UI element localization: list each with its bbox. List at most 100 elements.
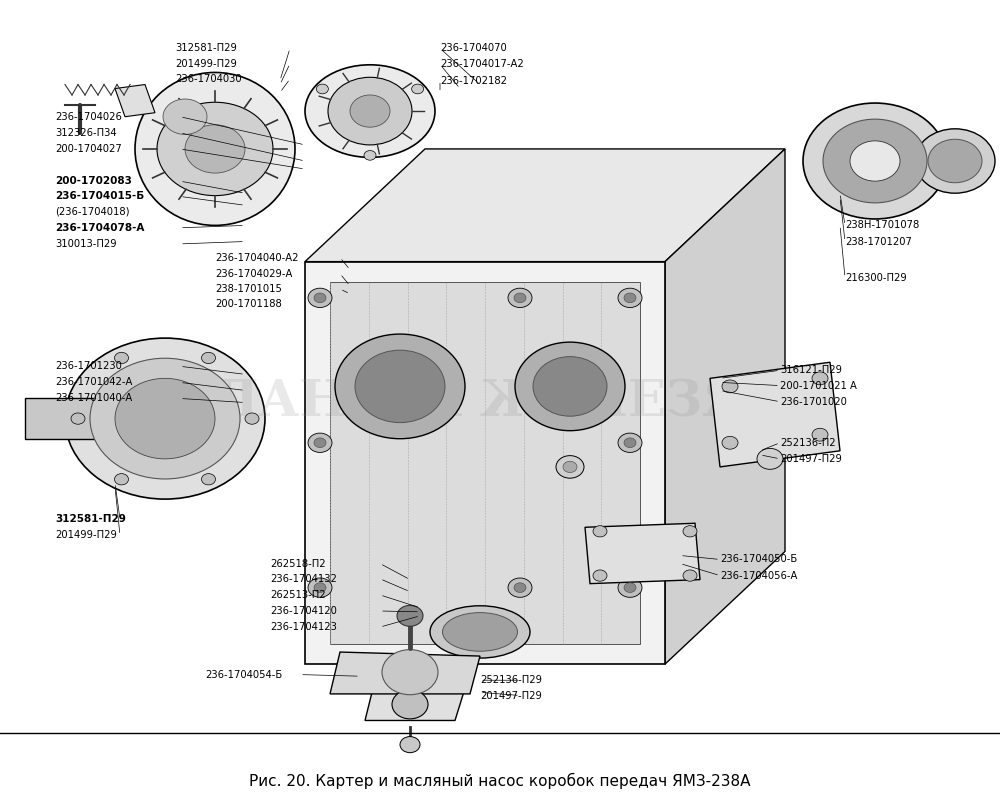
Ellipse shape: [135, 72, 295, 225]
Text: 236-1704070: 236-1704070: [440, 43, 507, 53]
Text: 201497-П29: 201497-П29: [480, 691, 542, 700]
Text: 200-1701021 А: 200-1701021 А: [780, 381, 857, 390]
Circle shape: [335, 334, 465, 439]
Polygon shape: [365, 680, 465, 720]
Circle shape: [928, 139, 982, 183]
Text: 312581-П29: 312581-П29: [175, 43, 237, 53]
Circle shape: [90, 358, 240, 479]
Polygon shape: [305, 149, 785, 262]
Circle shape: [163, 99, 207, 134]
Text: 201497-П29: 201497-П29: [780, 454, 842, 464]
Text: 236-1704056-А: 236-1704056-А: [720, 571, 797, 580]
Text: 200-1701188: 200-1701188: [215, 299, 282, 309]
Circle shape: [364, 151, 376, 160]
Text: 236-1704040-А2: 236-1704040-А2: [215, 253, 298, 262]
Text: 236-1704078-А: 236-1704078-А: [55, 223, 144, 233]
Circle shape: [722, 380, 738, 393]
Circle shape: [115, 378, 215, 459]
Polygon shape: [665, 149, 785, 664]
Text: 238-1701015: 238-1701015: [215, 284, 282, 294]
Text: 238-1701207: 238-1701207: [845, 237, 912, 246]
Text: 236-1704132: 236-1704132: [270, 574, 337, 584]
Text: 310013-П29: 310013-П29: [55, 239, 117, 249]
Text: 236-1701040-А: 236-1701040-А: [55, 394, 132, 403]
Circle shape: [624, 583, 636, 592]
Circle shape: [202, 353, 216, 364]
Circle shape: [328, 77, 412, 145]
Polygon shape: [330, 282, 640, 644]
Circle shape: [593, 570, 607, 581]
Circle shape: [624, 293, 636, 303]
Text: (236-1704018): (236-1704018): [55, 207, 130, 217]
Text: 236-1704050-Б: 236-1704050-Б: [720, 555, 797, 564]
Circle shape: [618, 578, 642, 597]
Text: 236-1702182: 236-1702182: [440, 76, 507, 85]
Circle shape: [185, 125, 245, 173]
Ellipse shape: [305, 65, 435, 158]
Text: 312326-П34: 312326-П34: [55, 128, 117, 138]
Text: ПЛАНЕТА ЖЕЛЕЗЯКА: ПЛАНЕТА ЖЕЛЕЗЯКА: [167, 378, 833, 427]
Text: 252136-П2: 252136-П2: [780, 438, 836, 448]
Circle shape: [556, 456, 584, 478]
Circle shape: [757, 448, 783, 469]
Text: 312581-П29: 312581-П29: [55, 514, 126, 524]
Polygon shape: [585, 523, 700, 584]
Circle shape: [202, 473, 216, 485]
Circle shape: [316, 85, 328, 94]
Ellipse shape: [442, 613, 518, 651]
Polygon shape: [305, 262, 665, 664]
Circle shape: [823, 119, 927, 203]
Text: 236-1704017-А2: 236-1704017-А2: [440, 60, 524, 69]
Circle shape: [65, 338, 265, 499]
Ellipse shape: [430, 606, 530, 658]
Circle shape: [514, 293, 526, 303]
Circle shape: [114, 473, 128, 485]
Circle shape: [508, 578, 532, 597]
Circle shape: [314, 583, 326, 592]
Circle shape: [350, 95, 390, 127]
Circle shape: [115, 353, 129, 364]
Circle shape: [515, 342, 625, 431]
Circle shape: [157, 102, 273, 196]
Polygon shape: [330, 652, 480, 694]
Circle shape: [812, 428, 828, 441]
Text: 216300-П29: 216300-П29: [845, 273, 907, 283]
Circle shape: [355, 350, 445, 423]
Circle shape: [683, 570, 697, 581]
Circle shape: [308, 433, 332, 452]
Text: 200-1704027: 200-1704027: [55, 144, 122, 154]
Text: 236-1704054-Б: 236-1704054-Б: [205, 670, 282, 679]
Text: 236-1704026: 236-1704026: [55, 112, 122, 122]
Text: Рис. 20. Картер и масляный насос коробок передач ЯМЗ-238А: Рис. 20. Картер и масляный насос коробок…: [249, 773, 751, 789]
Circle shape: [533, 357, 607, 416]
Circle shape: [803, 103, 947, 219]
Circle shape: [618, 288, 642, 308]
Circle shape: [563, 461, 577, 473]
Circle shape: [382, 650, 438, 695]
Circle shape: [314, 293, 326, 303]
Text: 262513-П2: 262513-П2: [270, 590, 326, 600]
Circle shape: [308, 288, 332, 308]
Circle shape: [624, 438, 636, 448]
Polygon shape: [710, 362, 840, 467]
Text: 236-1704030: 236-1704030: [175, 74, 242, 84]
Text: 201499-П29: 201499-П29: [175, 59, 237, 68]
Circle shape: [314, 438, 326, 448]
Circle shape: [915, 129, 995, 193]
Circle shape: [308, 578, 332, 597]
Text: 236-1704029-А: 236-1704029-А: [215, 269, 292, 279]
Circle shape: [412, 85, 424, 94]
Text: 252136-П29: 252136-П29: [480, 675, 542, 685]
Text: 236-1704015-Б: 236-1704015-Б: [55, 192, 144, 201]
Text: 236-1704120: 236-1704120: [270, 606, 337, 616]
Circle shape: [514, 583, 526, 592]
Circle shape: [850, 141, 900, 181]
Circle shape: [593, 526, 607, 537]
Circle shape: [618, 433, 642, 452]
Polygon shape: [115, 85, 155, 117]
Text: 236-1704123: 236-1704123: [270, 622, 337, 632]
Circle shape: [508, 288, 532, 308]
Circle shape: [400, 737, 420, 753]
Text: 236-1701230: 236-1701230: [55, 361, 122, 371]
Text: 238Н-1701078: 238Н-1701078: [845, 221, 919, 230]
